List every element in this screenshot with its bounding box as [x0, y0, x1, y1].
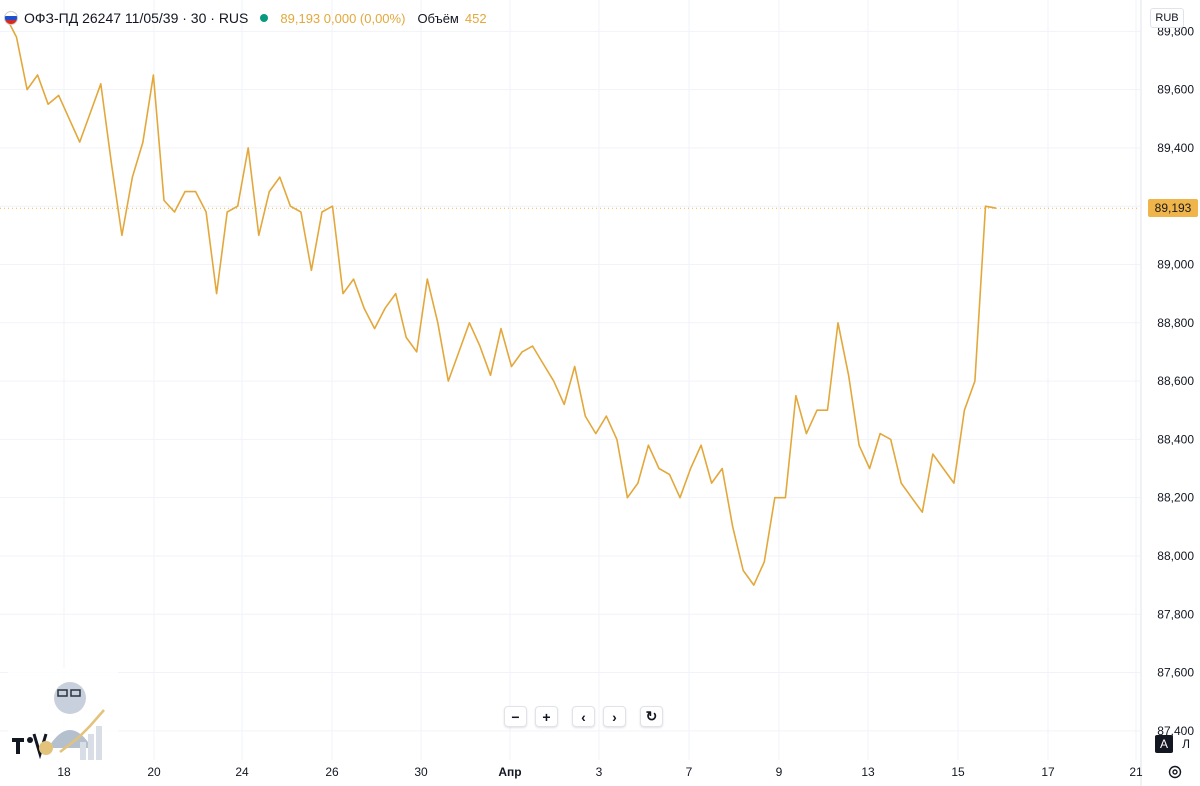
- scroll-group: ‹ ›: [572, 706, 626, 727]
- x-tick-label: 24: [235, 765, 249, 779]
- gear-icon: [1168, 765, 1182, 779]
- y-tick-label: 87,600: [1157, 666, 1194, 680]
- y-tick-label: 88,200: [1157, 491, 1194, 505]
- price-info: 89,193 0,000 (0,00%): [280, 10, 406, 26]
- x-tick-label: 21: [1129, 765, 1143, 779]
- x-tick-label: 30: [414, 765, 428, 779]
- y-axis-labels: 87,400 87,600 87,800 88,000 88,200 88,400 88,6…: [1157, 24, 1194, 738]
- y-tick-label: 88,600: [1157, 374, 1194, 388]
- russia-flag-icon: [4, 11, 18, 25]
- watermark-logo: [8, 668, 118, 766]
- y-tick-label: 89,600: [1157, 83, 1194, 97]
- settings-gear-icon[interactable]: [1165, 762, 1185, 782]
- currency-button[interactable]: RUB: [1150, 8, 1184, 28]
- y-tick-label: 87,800: [1157, 607, 1194, 621]
- x-tick-label: Апр: [498, 765, 521, 779]
- chart-toolbar: − + ‹ › ↻: [504, 706, 663, 727]
- y-tick-label: 89,400: [1157, 141, 1194, 155]
- chart-grid: [0, 0, 1140, 760]
- x-tick-label: 17: [1041, 765, 1055, 779]
- auto-scale-button[interactable]: A: [1155, 735, 1173, 753]
- volume-value: 452: [464, 10, 487, 26]
- current-price-badge: 89,193: [1148, 199, 1198, 217]
- reset-chart-button[interactable]: ↻: [640, 706, 663, 727]
- zoom-group: − +: [504, 706, 558, 727]
- x-tick-label: 9: [776, 765, 783, 779]
- market-status-dot-icon: [260, 14, 269, 22]
- price-series-line: [5, 16, 997, 586]
- chart-header: ОФЗ-ПД 26247 11/05/39 · 30 · RUS 89,193 …: [4, 8, 487, 28]
- zoom-out-button[interactable]: −: [504, 706, 527, 727]
- scroll-right-button[interactable]: ›: [603, 706, 626, 727]
- instrument-title[interactable]: ОФЗ-ПД 26247 11/05/39 · 30 · RUS: [24, 10, 249, 26]
- x-tick-label: 18: [57, 765, 71, 779]
- x-tick-label: 15: [951, 765, 965, 779]
- y-tick-label: 88,400: [1157, 432, 1194, 446]
- y-tick-label: 89,000: [1157, 257, 1194, 271]
- x-tick-label: 26: [325, 765, 339, 779]
- zoom-in-button[interactable]: +: [535, 706, 558, 727]
- x-tick-label: 20: [147, 765, 161, 779]
- volume-label: Объём: [417, 10, 459, 26]
- y-tick-label: 87,400: [1157, 724, 1194, 738]
- y-tick-label: 88,000: [1157, 549, 1194, 563]
- scroll-left-button[interactable]: ‹: [572, 706, 595, 727]
- y-tick-label: 88,800: [1157, 316, 1194, 330]
- x-tick-label: 13: [861, 765, 875, 779]
- x-tick-label: 7: [686, 765, 693, 779]
- x-tick-label: 3: [596, 765, 603, 779]
- x-axis-labels: 18 20 24 26 30 Апр 3 7 9 13 15 17 21: [57, 765, 1143, 779]
- log-scale-button[interactable]: Л: [1182, 737, 1190, 751]
